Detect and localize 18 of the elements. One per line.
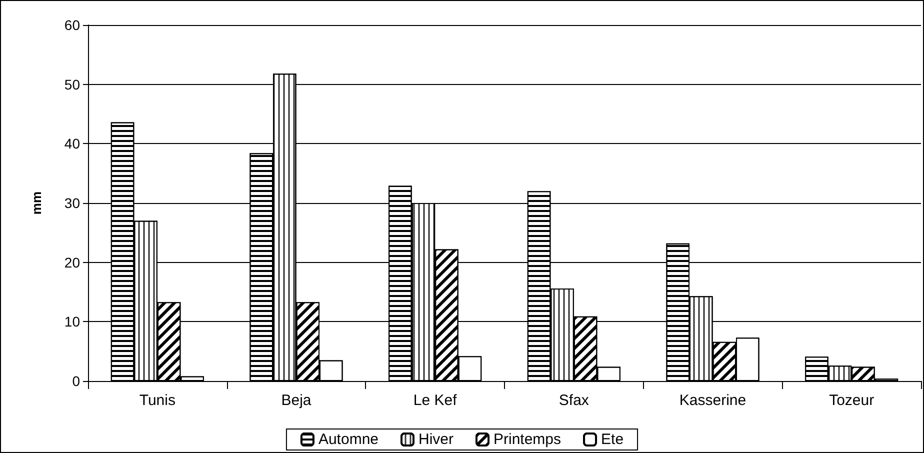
legend-label: Printemps — [494, 431, 562, 448]
x-tick-label: Beja — [281, 392, 312, 409]
x-tick-label: Kasserine — [679, 392, 746, 409]
legend-label: Hiver — [418, 431, 454, 448]
y-tick-label: 10 — [64, 314, 80, 330]
y-tick-label: 20 — [64, 254, 80, 270]
y-tick-label: 60 — [64, 17, 80, 33]
legend-label: Automne — [318, 431, 379, 448]
y-tick-label: 50 — [64, 76, 80, 92]
x-tick-label: Sfax — [558, 392, 590, 409]
y-axis-title: mm — [29, 191, 44, 215]
legend-label: Ete — [601, 431, 624, 448]
y-tick-label: 0 — [72, 373, 80, 389]
x-tick-label: Tunis — [139, 392, 176, 409]
x-tick-label: Tozeur — [829, 392, 874, 409]
y-tick-label: 40 — [64, 136, 80, 152]
y-tick-label: 30 — [64, 195, 80, 211]
x-tick-label: Le Kef — [413, 392, 458, 409]
